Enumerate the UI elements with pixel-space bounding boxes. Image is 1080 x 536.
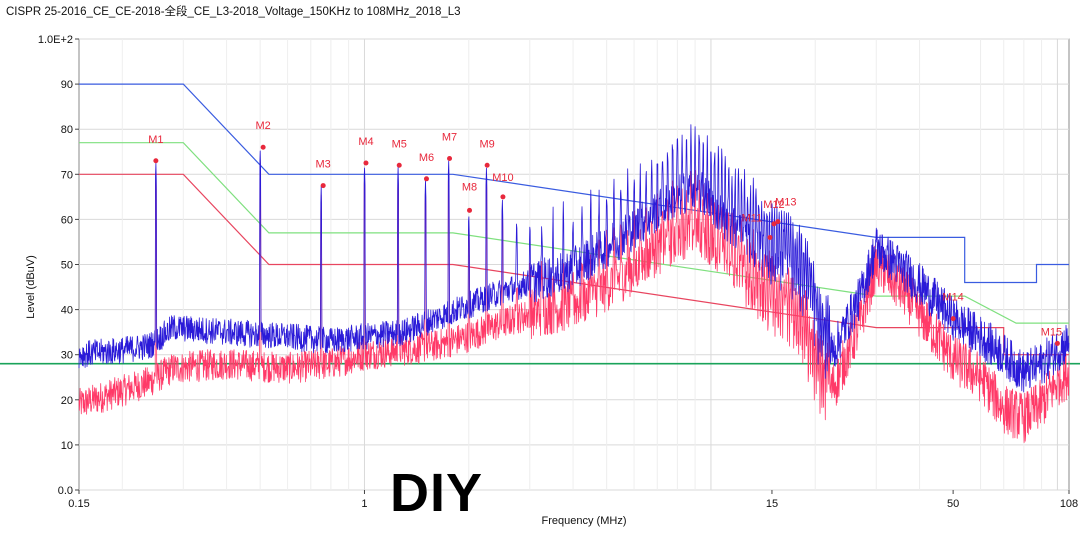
marker-point (363, 160, 369, 166)
marker-point (767, 234, 773, 240)
marker-point (467, 207, 473, 213)
marker-label: M13 (775, 197, 796, 209)
trace-layer (78, 124, 1070, 443)
x-tick-label: 108 (1060, 498, 1078, 510)
chart-title: CISPR 25-2016_CE_CE-2018-全段_CE_L3-2018_V… (6, 6, 461, 18)
y-tick-label: 20 (61, 395, 73, 407)
marker-point (423, 176, 429, 182)
y-tick-label: 30 (61, 350, 73, 362)
marker-point (1054, 340, 1060, 346)
marker-label: M4 (358, 136, 373, 148)
marker-point (447, 156, 453, 162)
marker-label: M11 (742, 212, 763, 224)
watermark-text: DIY (390, 463, 484, 523)
peak_limit-line (79, 83, 1069, 284)
peak_trace-line (78, 124, 1070, 393)
marker-point (950, 316, 956, 322)
y-tick-label: 80 (61, 124, 73, 136)
avg_trace-line (78, 159, 1070, 443)
marker-label: M6 (419, 152, 434, 164)
marker-label: M8 (462, 181, 477, 193)
x-axis-label: Frequency (MHz) (542, 515, 627, 527)
marker-label: M15 (1041, 326, 1062, 338)
y-axis-label: Level (dBuV) (25, 255, 37, 319)
marker-point (320, 183, 326, 189)
x-tick-label: 15 (766, 498, 778, 510)
x-tick-label: 0.15 (68, 498, 89, 510)
marker-point (775, 219, 781, 225)
x-tick-label: 50 (947, 498, 959, 510)
marker-point (260, 144, 266, 150)
y-tick-label: 70 (61, 169, 73, 181)
marker-point (500, 194, 506, 200)
marker-label: M3 (316, 159, 331, 171)
marker-point (484, 162, 490, 168)
marker-label: M2 (256, 120, 271, 132)
marker-label: M7 (442, 132, 457, 144)
marker-label: M5 (392, 138, 407, 150)
y-tick-label: 60 (61, 214, 73, 226)
y-tick-label: 40 (61, 305, 73, 317)
marker-point (771, 221, 777, 227)
y-tick-label: 10 (61, 440, 73, 452)
marker-label: M10 (492, 172, 513, 184)
marker-label: M12 (763, 199, 784, 211)
y-tick-label: 0.0 (58, 485, 73, 497)
y-tick-label: 90 (61, 79, 73, 91)
y-tick-label: 50 (61, 260, 73, 272)
marker-point (396, 162, 402, 168)
marker-label: M1 (148, 134, 163, 146)
marker-point (153, 158, 159, 164)
marker-label: M14 (942, 292, 963, 304)
x-tick-label: 1 (361, 498, 367, 510)
y-tick-label: 1.0E+2 (38, 34, 73, 46)
marker-label: M9 (480, 138, 495, 150)
qp_limit-line (79, 142, 1069, 324)
axis-layer: 0.0 10 20 30 40 50 60 70 80 90 1.0E+2 0.15 1 15 50 108 (38, 34, 1078, 510)
